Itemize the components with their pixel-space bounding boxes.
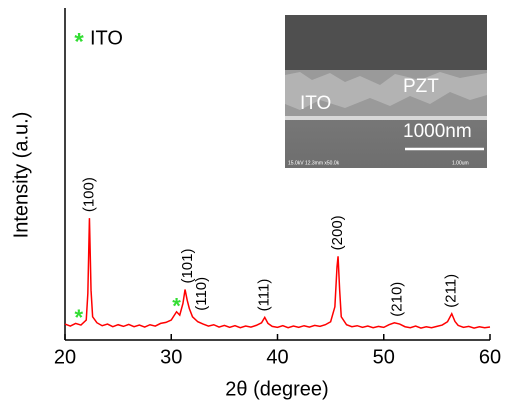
- scale-bar-label: 1000nm: [403, 121, 472, 142]
- peak-label: (211): [443, 274, 460, 308]
- peak-label: (210): [389, 282, 406, 317]
- inset-label: ITO: [300, 93, 331, 114]
- inset-info: 15.0kV 12.3mm x50.0k: [288, 160, 340, 166]
- ito-marker: *: [75, 305, 84, 330]
- peak-label: (200): [329, 215, 346, 250]
- chart: PZT ITO 1000nm 15.0kV 12.3mm x50.0k 1.00…: [0, 0, 505, 403]
- x-tick-label: 30: [160, 346, 182, 368]
- inset-interface: [285, 116, 487, 120]
- y-axis-label: Intensity (a.u.): [10, 112, 32, 239]
- x-tick-label: 20: [54, 346, 76, 368]
- data-line: [65, 218, 490, 328]
- inset-top: [285, 15, 487, 70]
- peak-label: (110): [193, 277, 210, 311]
- x-axis-label: 2θ (degree): [225, 378, 328, 400]
- inset-label: PZT: [403, 76, 439, 97]
- ito-marker: *: [172, 294, 181, 319]
- legend-symbol: *: [74, 28, 84, 55]
- peak-label: (100): [80, 177, 97, 212]
- peak-label: (111): [256, 279, 273, 312]
- inset-image: [285, 15, 487, 168]
- x-tick-label: 60: [479, 346, 501, 368]
- x-tick-label: 40: [266, 346, 288, 368]
- x-tick-label: 50: [373, 346, 395, 368]
- inset-info: 1.00um: [452, 160, 469, 166]
- legend-label: ITO: [90, 27, 123, 49]
